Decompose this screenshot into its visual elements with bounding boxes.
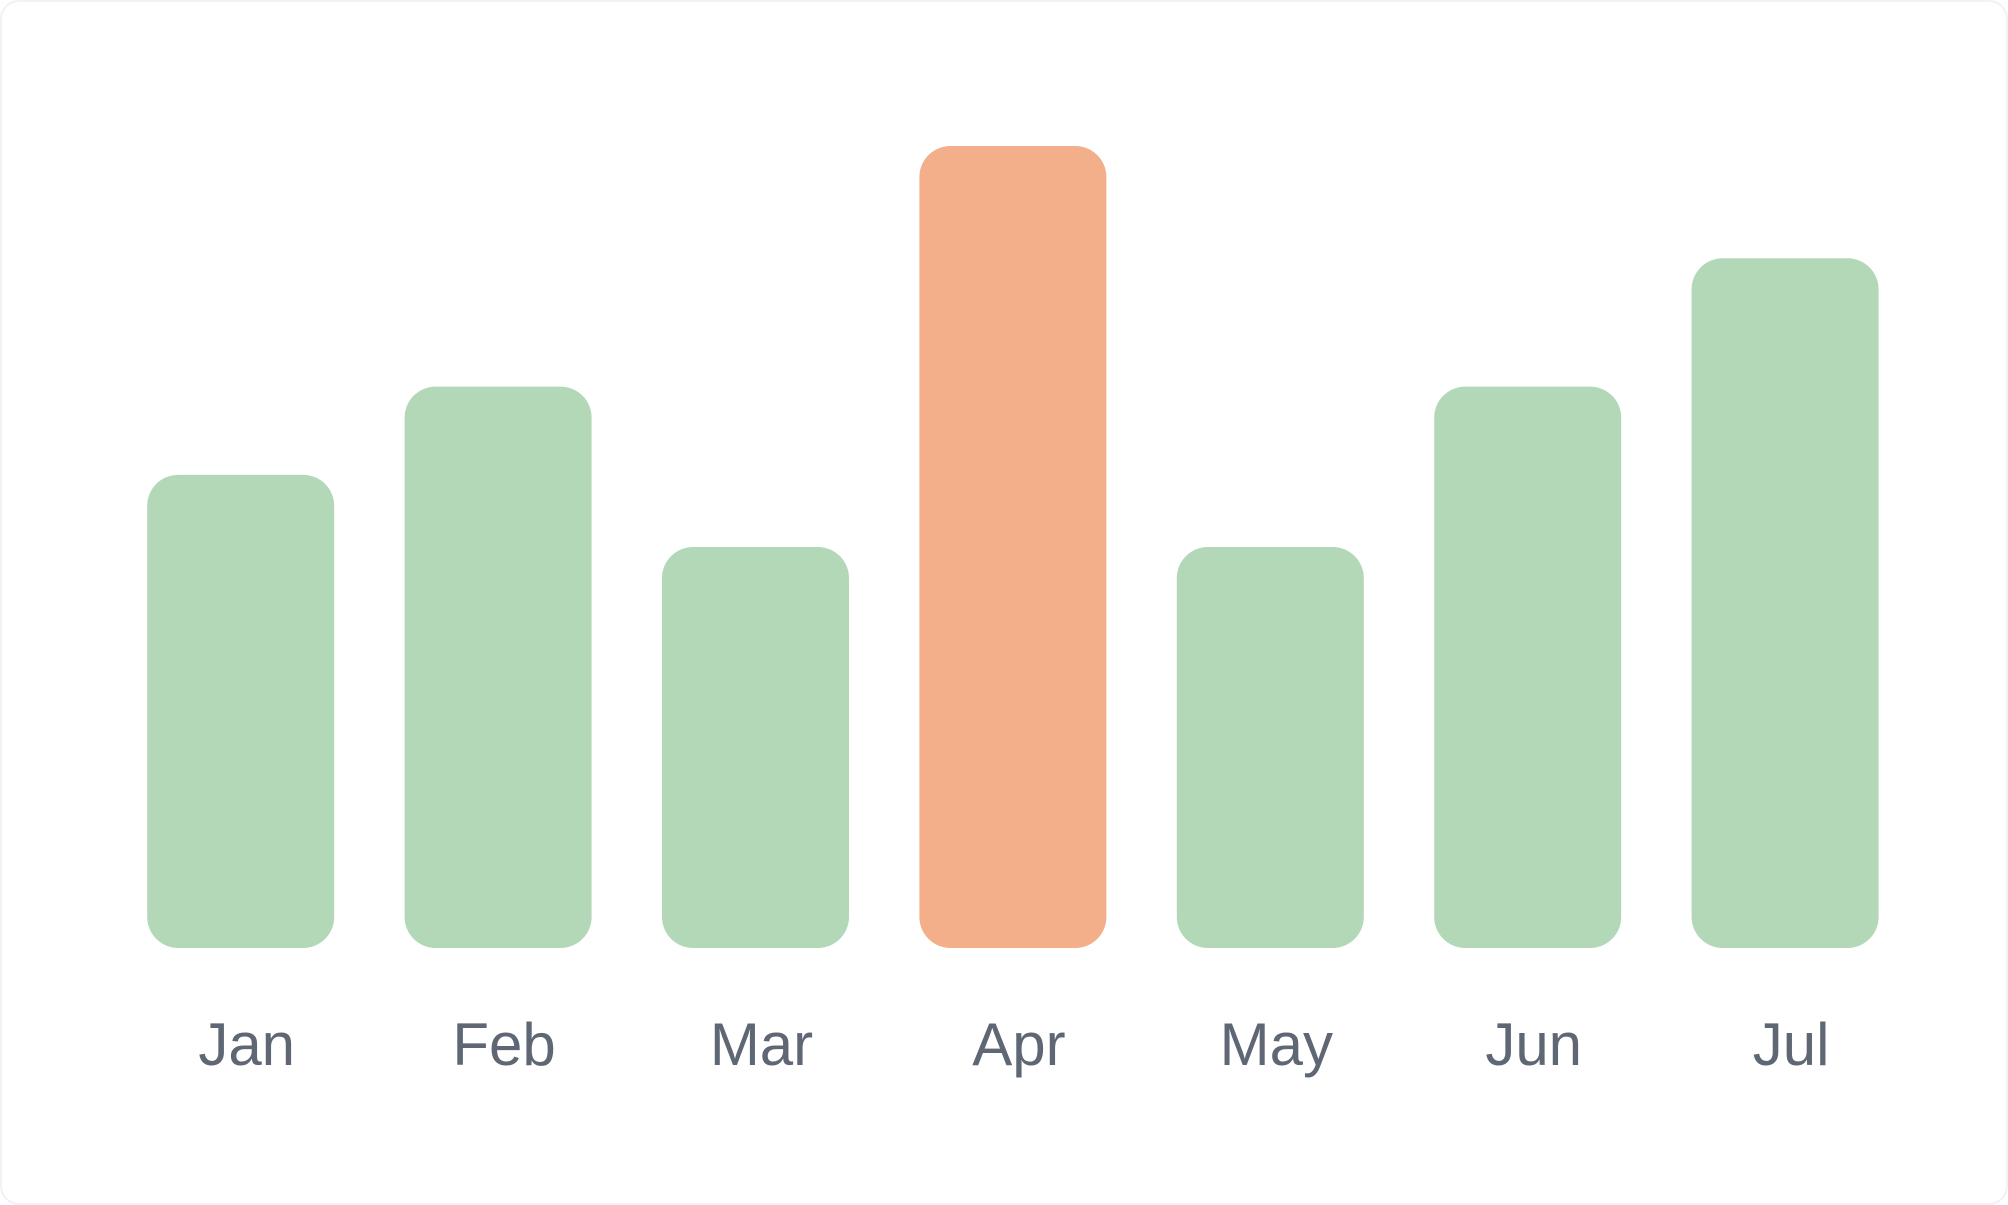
bar [1176,547,1364,948]
bar [147,474,335,948]
x-tick-label: Mar [710,1011,813,1078]
bar [1434,386,1622,949]
x-tick-label: Jan [198,1011,295,1078]
x-tick-label: Apr [972,1011,1065,1078]
bar [1691,258,1879,948]
x-tick-label: May [1220,1011,1333,1078]
bar [662,547,849,948]
bar [404,386,592,949]
x-tick-label: Jun [1485,1011,1582,1078]
x-tick-label: Feb [452,1011,555,1078]
bar [919,146,1107,948]
x-tick-label: Jul [1753,1011,1830,1078]
